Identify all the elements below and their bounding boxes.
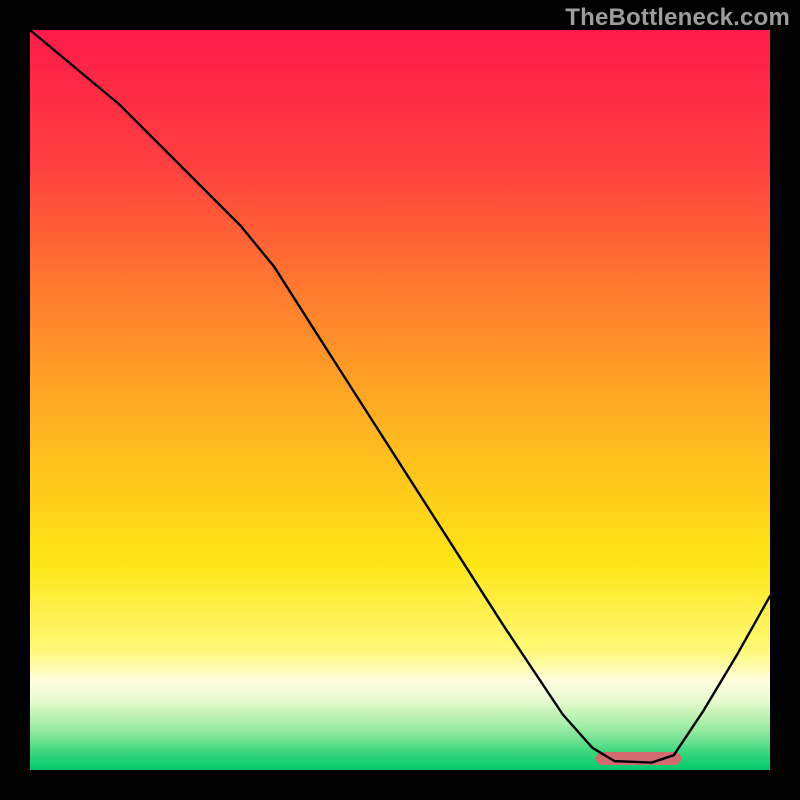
bottleneck-curve: [30, 30, 770, 770]
bottleneck-curve-path: [30, 30, 770, 763]
watermark-text: TheBottleneck.com: [565, 4, 790, 32]
plot-area: [30, 30, 770, 770]
chart-frame: TheBottleneck.com: [0, 0, 800, 800]
